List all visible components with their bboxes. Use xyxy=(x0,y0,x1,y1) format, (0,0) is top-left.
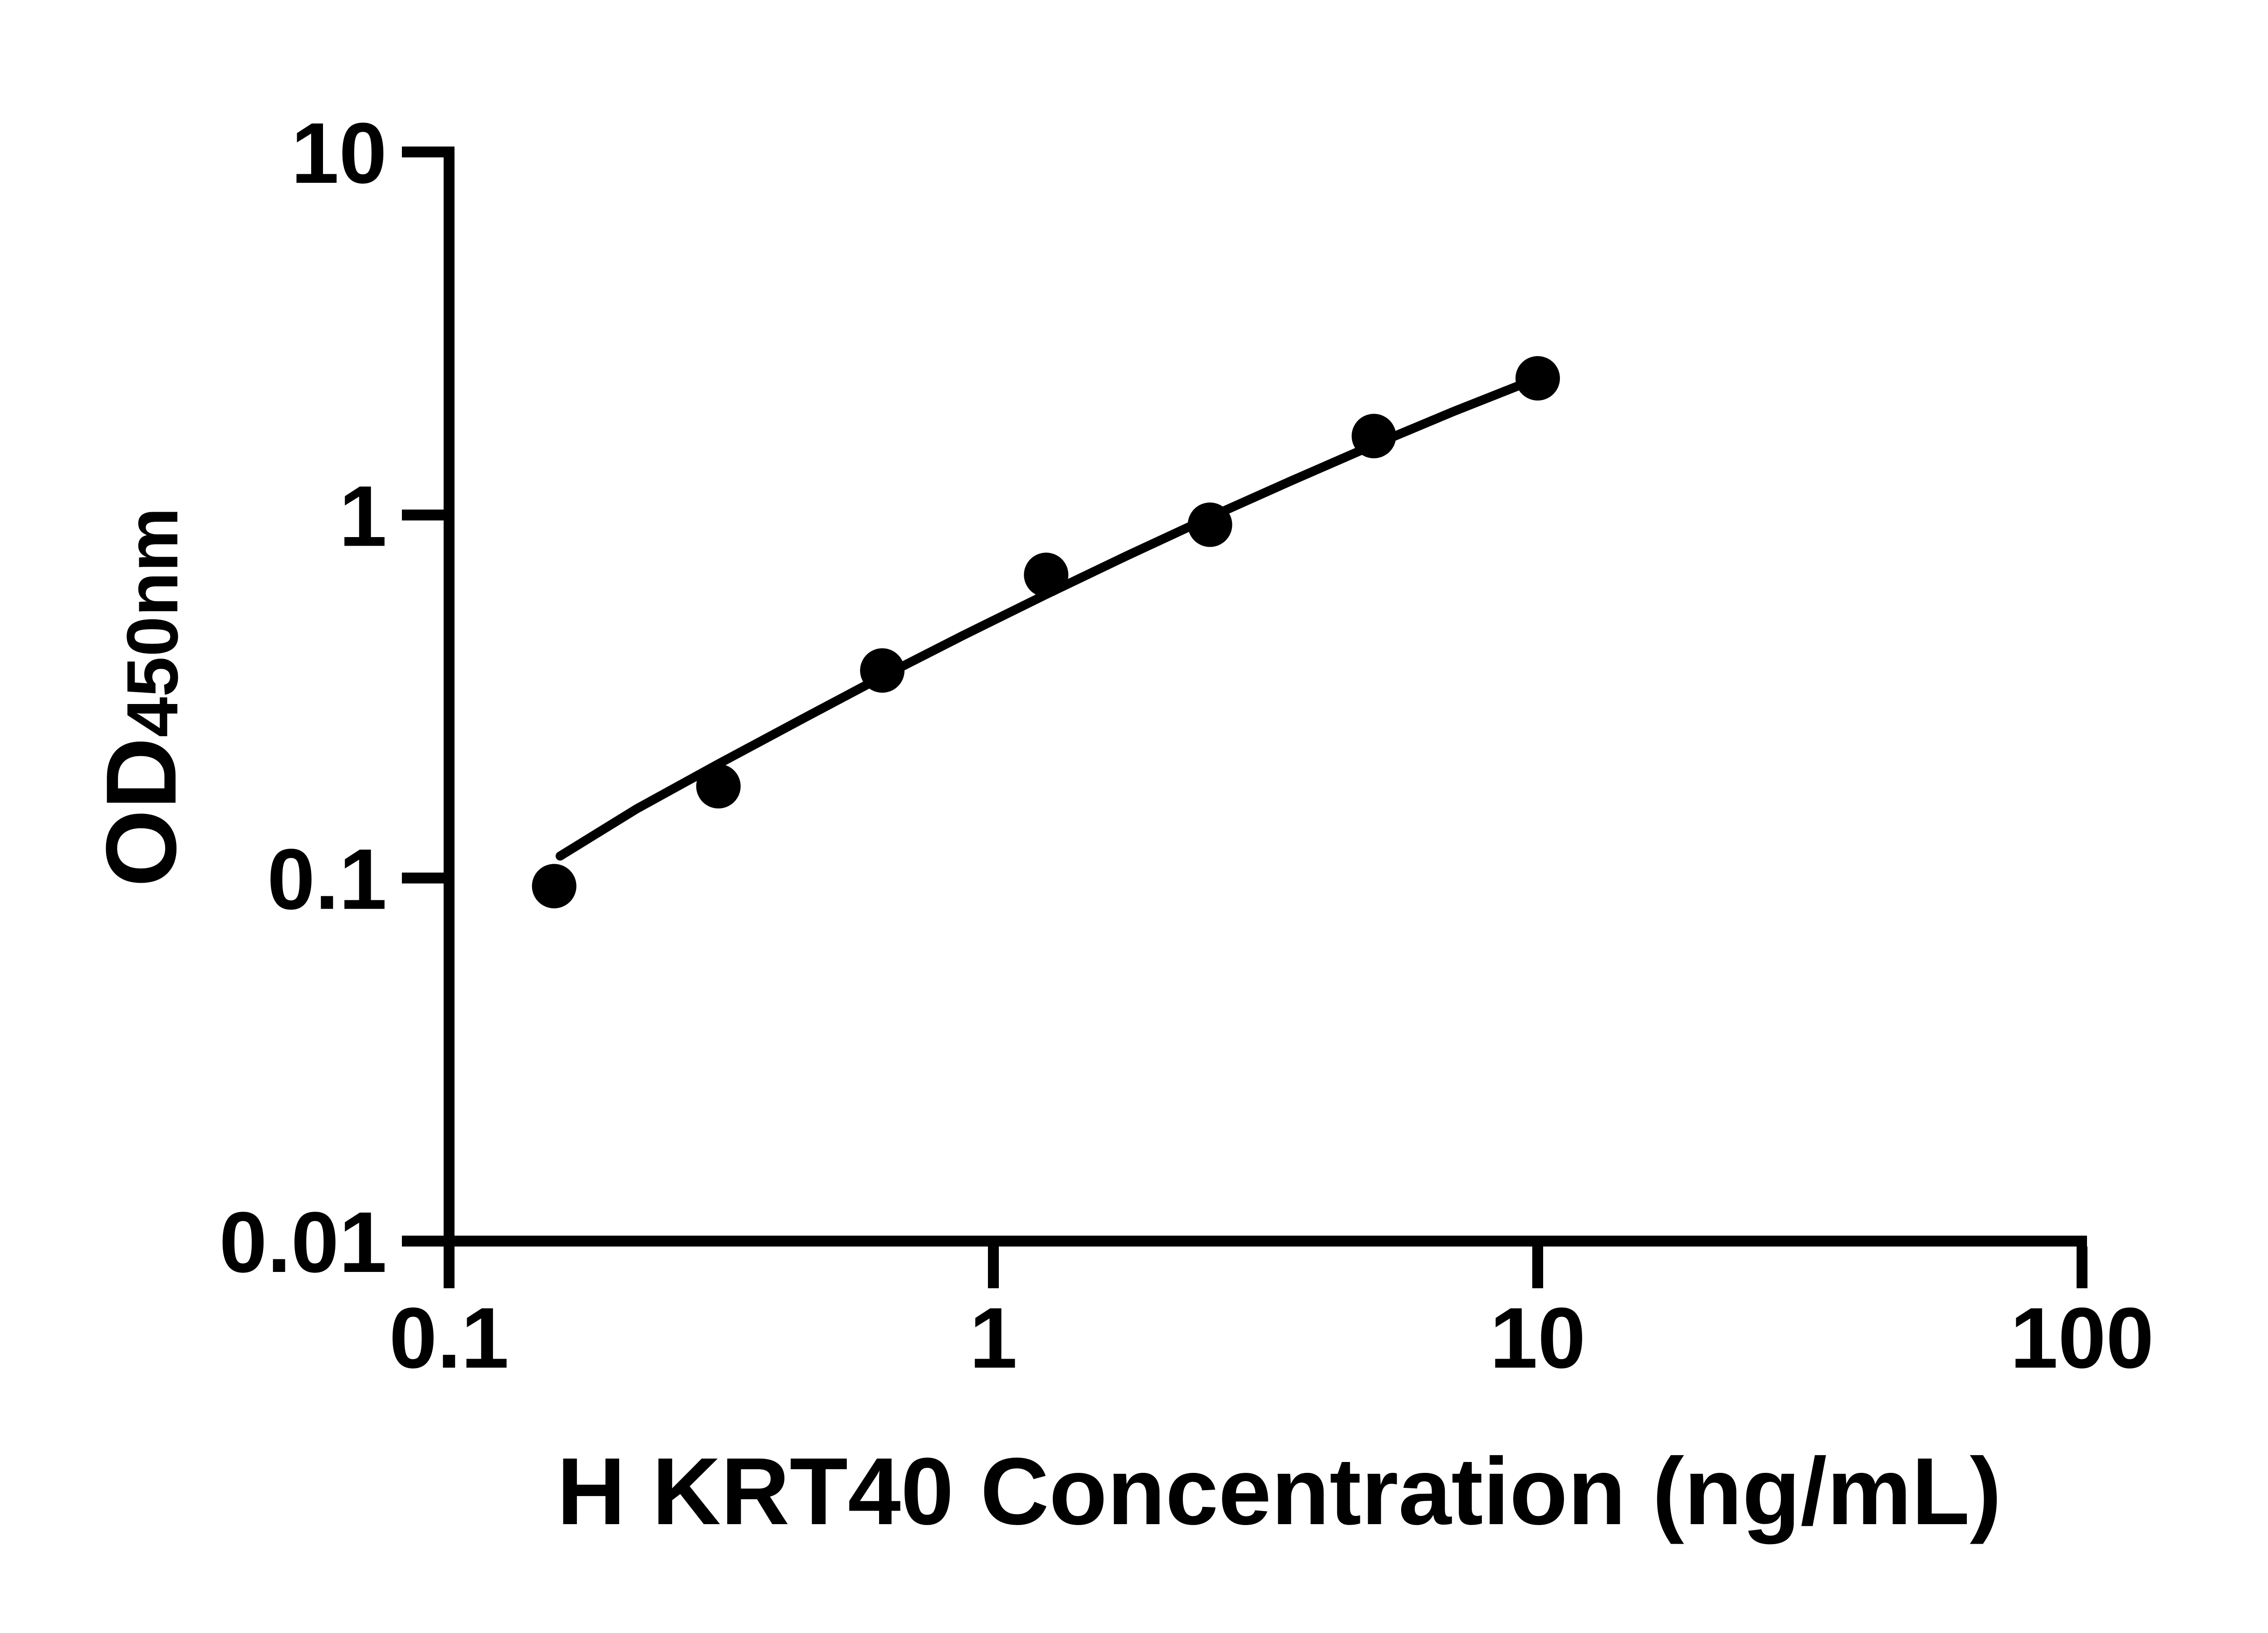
y-tick-label: 0.01 xyxy=(219,1194,387,1291)
data-points xyxy=(532,356,1560,909)
y-tick-label: 10 xyxy=(291,105,387,201)
x-tick-label: 100 xyxy=(2010,1290,2154,1386)
axis-ticks xyxy=(402,147,2087,1288)
y-axis-title-main: OD xyxy=(85,737,197,887)
data-point xyxy=(532,864,577,909)
x-tick-label: 0.1 xyxy=(389,1290,509,1386)
y-tick-label: 0.1 xyxy=(267,831,387,928)
data-point xyxy=(860,648,905,693)
x-axis-title: H KRT40 Concentration (ng/mL) xyxy=(557,1438,2002,1545)
y-axis-title-subscript: 450nm xyxy=(112,508,193,738)
y-axis-title: OD450nm xyxy=(85,508,197,887)
axes xyxy=(444,147,2087,1247)
data-point xyxy=(1188,502,1232,547)
data-point xyxy=(1351,414,1396,459)
axis-spines xyxy=(444,147,2087,1247)
data-point xyxy=(1024,552,1069,597)
data-point xyxy=(696,764,741,809)
y-tick-label: 1 xyxy=(339,468,387,564)
data-point xyxy=(1515,356,1560,401)
x-tick-label: 10 xyxy=(1490,1290,1585,1386)
x-tick-label: 1 xyxy=(969,1290,1017,1386)
